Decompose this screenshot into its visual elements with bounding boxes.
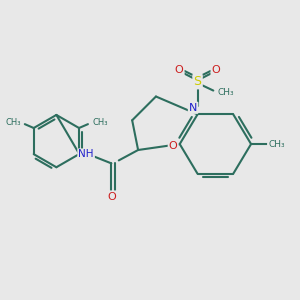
Text: S: S [194,75,202,88]
Text: CH₃: CH₃ [92,118,108,127]
Text: CH₃: CH₃ [218,88,234,98]
Text: NH: NH [78,149,94,160]
Text: CH₃: CH₃ [5,118,21,127]
Text: O: O [107,192,116,202]
Text: O: O [175,65,184,75]
Text: O: O [212,65,220,75]
Text: N: N [189,103,197,113]
Text: CH₃: CH₃ [268,140,285,148]
Text: O: O [169,140,178,151]
